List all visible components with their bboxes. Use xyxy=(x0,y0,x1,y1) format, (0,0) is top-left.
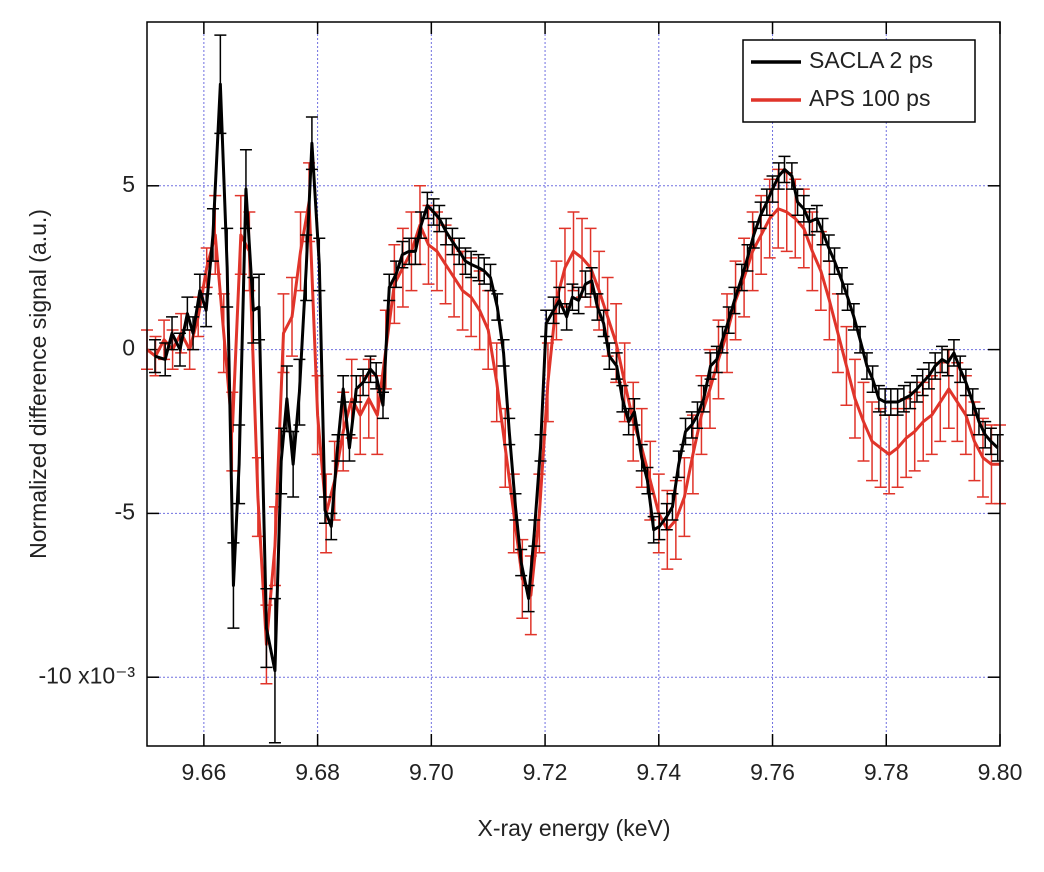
y-axis-label: Normalized difference signal (a.u.) xyxy=(25,209,51,559)
x-tick-label: 9.80 xyxy=(978,759,1023,785)
legend-label: SACLA 2 ps xyxy=(809,47,933,73)
error-bar xyxy=(148,339,161,374)
x-tick-label: 9.68 xyxy=(295,759,340,785)
x-tick-label: 9.78 xyxy=(864,759,909,785)
y-tick-label: -5 xyxy=(115,498,135,524)
y-tick-label: 0 xyxy=(122,335,135,361)
x-tick-label: 9.72 xyxy=(523,759,568,785)
y-tick-label: 5 xyxy=(122,171,135,197)
x-tick-label: 9.70 xyxy=(409,759,454,785)
legend-label: APS 100 ps xyxy=(809,85,930,111)
x-tick-label: 9.74 xyxy=(636,759,681,785)
y-tick-label: -10 x10⁻³ xyxy=(38,662,135,688)
legend-box xyxy=(742,39,976,123)
series-line xyxy=(154,82,999,673)
series-line xyxy=(146,200,1000,646)
x-tick-label: 9.76 xyxy=(750,759,795,785)
x-axis-label: X-ray energy (keV) xyxy=(477,815,670,841)
x-tick-label: 9.66 xyxy=(181,759,226,785)
plot-frame xyxy=(146,21,1001,747)
